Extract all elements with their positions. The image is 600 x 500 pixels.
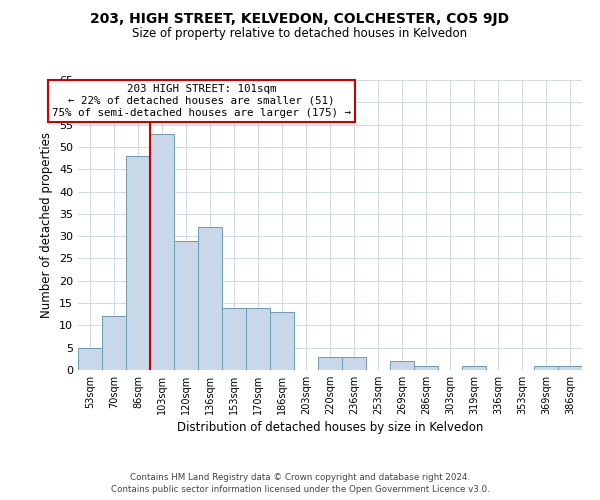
Bar [390, 361, 414, 370]
Bar [126, 156, 150, 370]
Bar [78, 348, 102, 370]
Bar [414, 366, 438, 370]
Bar [318, 356, 342, 370]
Text: 203 HIGH STREET: 101sqm
← 22% of detached houses are smaller (51)
75% of semi-de: 203 HIGH STREET: 101sqm ← 22% of detache… [52, 84, 351, 117]
Text: 203, HIGH STREET, KELVEDON, COLCHESTER, CO5 9JD: 203, HIGH STREET, KELVEDON, COLCHESTER, … [91, 12, 509, 26]
Text: Contains HM Land Registry data © Crown copyright and database right 2024.: Contains HM Land Registry data © Crown c… [130, 472, 470, 482]
Y-axis label: Number of detached properties: Number of detached properties [40, 132, 53, 318]
Bar [102, 316, 126, 370]
Bar [246, 308, 270, 370]
Bar [222, 308, 246, 370]
Bar [270, 312, 294, 370]
Bar [198, 227, 222, 370]
Text: Contains public sector information licensed under the Open Government Licence v3: Contains public sector information licen… [110, 485, 490, 494]
Bar [150, 134, 174, 370]
Text: Size of property relative to detached houses in Kelvedon: Size of property relative to detached ho… [133, 28, 467, 40]
X-axis label: Distribution of detached houses by size in Kelvedon: Distribution of detached houses by size … [177, 421, 483, 434]
Bar [342, 356, 366, 370]
Bar [558, 366, 582, 370]
Bar [174, 240, 198, 370]
Bar [462, 366, 486, 370]
Bar [534, 366, 558, 370]
